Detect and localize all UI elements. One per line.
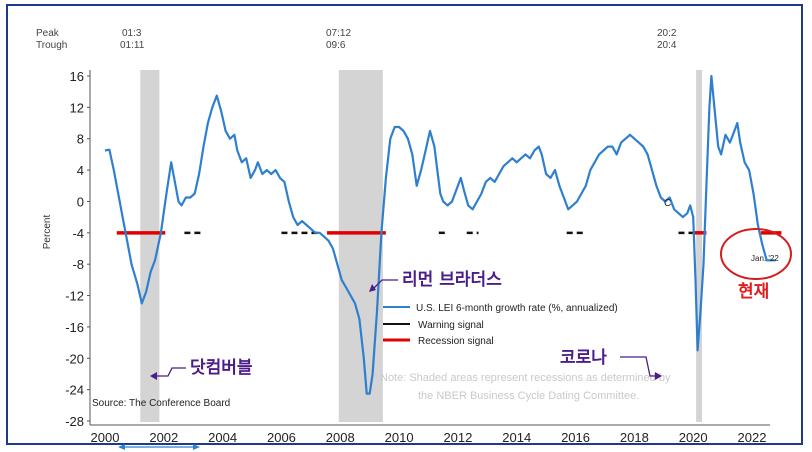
current-point-label: Jan. '22 <box>751 254 779 263</box>
dotcom-arrow <box>156 367 186 377</box>
legend-recession-label: Recession signal <box>418 336 494 347</box>
corona-arrow-head <box>655 372 662 380</box>
axes <box>89 70 770 426</box>
x-tick-label: 2022 <box>738 430 767 445</box>
dotcom-annotation: 닷컴버블 <box>190 357 253 378</box>
rec3-peak: 20:2 <box>657 28 677 39</box>
recession-band-3 <box>696 70 703 422</box>
x-tick-label: 2008 <box>326 430 355 445</box>
x-tick-label: 2014 <box>502 430 531 445</box>
y-tick-label: 12 <box>70 100 84 115</box>
chart-frame <box>6 4 803 445</box>
note-line-1: Note: Shaded areas represent recessions … <box>380 372 671 384</box>
y-tick-label: -28 <box>65 414 84 429</box>
rec1-peak: 01:3 <box>122 28 142 39</box>
y-tick-label: -8 <box>72 257 84 272</box>
rec2-peak: 07:12 <box>326 28 351 39</box>
lehman-arrow-head <box>369 284 376 292</box>
y-tick-label: -16 <box>65 320 84 335</box>
rec3-trough: 20:4 <box>657 40 677 51</box>
y-tick-label: -4 <box>72 226 84 241</box>
x-tick-label: 2004 <box>208 430 237 445</box>
partial-mark: C <box>664 198 671 209</box>
source-text: Source: The Conference Board <box>92 398 230 409</box>
y-tick-label: -20 <box>65 351 84 366</box>
x-tick-label: 2002 <box>149 430 178 445</box>
corona-annotation: 코로나 <box>560 348 607 368</box>
trough-label: Trough <box>36 40 67 51</box>
legend-warning-label: Warning signal <box>418 320 484 331</box>
x-tick-label: 2006 <box>267 430 296 445</box>
y-tick-label: -24 <box>65 383 84 398</box>
recession-band-1 <box>140 70 160 422</box>
recession-shading <box>140 70 703 422</box>
legend-lei-label: U.S. LEI 6-month growth rate (%, annuali… <box>416 303 618 314</box>
peak-label: Peak <box>36 28 60 39</box>
rec1-trough: 01:11 <box>120 40 145 51</box>
y-tick-label: 4 <box>77 163 84 178</box>
dotcom-arrow-head <box>150 372 157 380</box>
current-annotation: 현재 <box>738 282 769 302</box>
x-tick-label: 2018 <box>620 430 649 445</box>
note-line-2: the NBER Business Cycle Dating Committee… <box>418 390 639 402</box>
x-tick-label: 2010 <box>385 430 414 445</box>
range-arrow-right <box>193 444 200 450</box>
x-tick-label: 2016 <box>561 430 590 445</box>
y-tick-label: 8 <box>77 132 84 147</box>
range-arrow-left <box>118 444 125 450</box>
rec2-trough: 09:6 <box>326 40 346 51</box>
corona-arrow <box>620 356 656 377</box>
recession-band-2 <box>338 70 383 422</box>
y-tick-labels: 16 12 8 4 0 -4 -8 -12 -16 -20 -24 -28 <box>65 69 90 429</box>
lehman-arrow <box>373 279 398 289</box>
lehman-annotation: 리먼 브라더스 <box>402 270 502 290</box>
x-tick-label: 2000 <box>91 430 120 445</box>
current-highlight-circle <box>720 228 792 280</box>
y-axis-label: Percent <box>42 215 53 250</box>
y-tick-label: -12 <box>65 289 84 304</box>
y-tick-label: 0 <box>77 194 84 209</box>
lei-growth-line <box>104 74 776 395</box>
x-tick-label: 2020 <box>679 430 708 445</box>
y-tick-label: 16 <box>70 69 84 84</box>
x-tick-label: 2012 <box>443 430 472 445</box>
x-tick-labels: 2000 2002 2004 2006 2008 2010 2012 2014 2016 2018… <box>91 430 767 445</box>
